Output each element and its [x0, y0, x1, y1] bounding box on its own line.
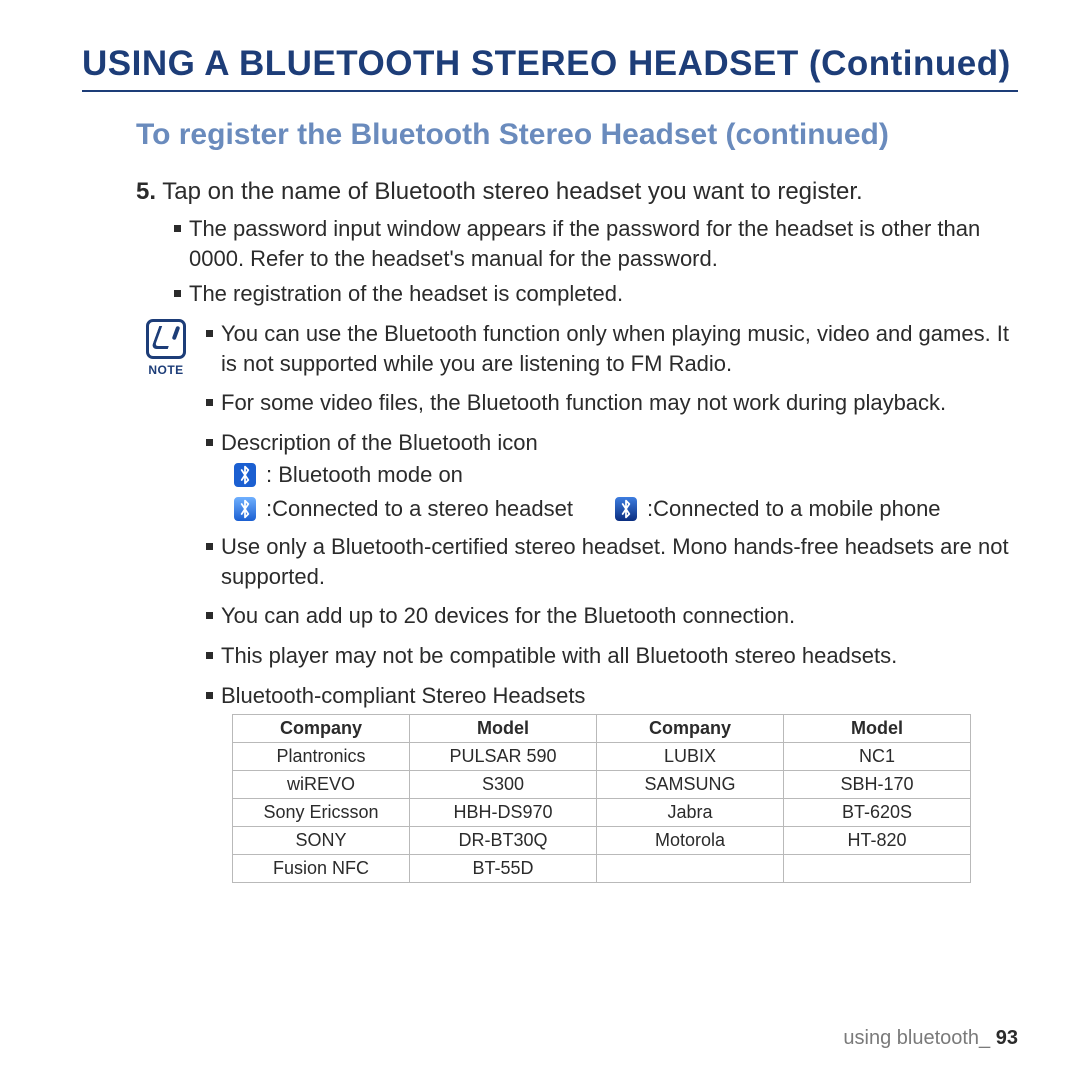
step-number: 5.	[136, 178, 156, 205]
table-cell: SONY	[233, 827, 410, 855]
page-title: USING A BLUETOOTH STEREO HEADSET (Contin…	[82, 44, 1018, 84]
step-sub-list: The password input window appears if the…	[174, 214, 1018, 309]
table-cell: PULSAR 590	[410, 743, 597, 771]
table-row: Sony EricssonHBH-DS970JabraBT-620S	[233, 799, 971, 827]
list-item: Use only a Bluetooth-certified stereo he…	[206, 532, 1018, 591]
bullet-icon	[206, 543, 213, 550]
table-cell: S300	[410, 771, 597, 799]
bullet-icon	[206, 612, 213, 619]
table-cell: HBH-DS970	[410, 799, 597, 827]
footer-section: using bluetooth_	[843, 1027, 990, 1049]
table-cell: Plantronics	[233, 743, 410, 771]
bluetooth-on-icon	[234, 463, 256, 487]
list-item: For some video files, the Bluetooth func…	[206, 388, 1018, 418]
list-text: This player may not be compatible with a…	[221, 641, 897, 671]
table-cell: LUBIX	[597, 743, 784, 771]
bullet-icon	[206, 692, 213, 699]
list-text: Use only a Bluetooth-certified stereo he…	[221, 532, 1018, 591]
table-cell: NC1	[784, 743, 971, 771]
note-label: NOTE	[148, 363, 183, 377]
table-row: Fusion NFCBT-55D	[233, 855, 971, 883]
note-list: You can use the Bluetooth function only …	[206, 319, 1018, 883]
list-text: For some video files, the Bluetooth func…	[221, 388, 946, 418]
list-item: You can add up to 20 devices for the Blu…	[206, 601, 1018, 631]
table-cell: BT-55D	[410, 855, 597, 883]
table-body: PlantronicsPULSAR 590LUBIXNC1wiREVOS300S…	[233, 743, 971, 883]
bt-icon-line-1: : Bluetooth mode on	[234, 462, 1018, 488]
table-cell: Jabra	[597, 799, 784, 827]
table-cell: Sony Ericsson	[233, 799, 410, 827]
table-cell	[597, 855, 784, 883]
bullet-icon	[206, 439, 213, 446]
list-item: Description of the Bluetooth icon	[206, 428, 1018, 458]
footer-page-number: 93	[996, 1027, 1018, 1049]
list-text: You can use the Bluetooth function only …	[221, 319, 1018, 378]
table-cell: SAMSUNG	[597, 771, 784, 799]
heading-rule	[82, 90, 1018, 92]
table-cell: SBH-170	[784, 771, 971, 799]
note-block: NOTE You can use the Bluetooth function …	[144, 319, 1018, 883]
list-item: This player may not be compatible with a…	[206, 641, 1018, 671]
list-text: You can add up to 20 devices for the Blu…	[221, 601, 795, 631]
bullet-icon	[206, 399, 213, 406]
table-header-row: Company Model Company Model	[233, 715, 971, 743]
bullet-icon	[174, 225, 181, 232]
table-cell: Fusion NFC	[233, 855, 410, 883]
list-item: You can use the Bluetooth function only …	[206, 319, 1018, 378]
col-header: Company	[233, 715, 410, 743]
table-cell: DR-BT30Q	[410, 827, 597, 855]
bullet-icon	[206, 652, 213, 659]
col-header: Model	[784, 715, 971, 743]
bluetooth-stereo-icon	[234, 497, 256, 521]
col-header: Model	[410, 715, 597, 743]
list-text: The password input window appears if the…	[189, 214, 1018, 273]
col-header: Company	[597, 715, 784, 743]
list-item: The registration of the headset is compl…	[174, 279, 1018, 309]
list-text: The registration of the headset is compl…	[189, 279, 623, 309]
bt-icon-line-2: :Connected to a stereo headset :Connecte…	[234, 496, 1018, 522]
table-cell	[784, 855, 971, 883]
list-item: The password input window appears if the…	[174, 214, 1018, 273]
table-row: SONYDR-BT30QMotorolaHT-820	[233, 827, 971, 855]
note-icon-column: NOTE	[144, 319, 188, 377]
section-title: To register the Bluetooth Stereo Headset…	[136, 118, 1018, 152]
note-icon	[146, 319, 186, 359]
table-cell: BT-620S	[784, 799, 971, 827]
step-5: 5. Tap on the name of Bluetooth stereo h…	[136, 178, 1018, 206]
step-text: Tap on the name of Bluetooth stereo head…	[162, 178, 862, 205]
table-cell: Motorola	[597, 827, 784, 855]
table-row: wiREVOS300SAMSUNGSBH-170	[233, 771, 971, 799]
page-footer: using bluetooth_ 93	[843, 1027, 1018, 1050]
bt-icon-desc: :Connected to a mobile phone	[647, 496, 941, 522]
list-text: Description of the Bluetooth icon	[221, 428, 538, 458]
table-cell: HT-820	[784, 827, 971, 855]
bullet-icon	[174, 290, 181, 297]
compat-headsets-table: Company Model Company Model PlantronicsP…	[232, 714, 971, 883]
bluetooth-mobile-icon	[615, 497, 637, 521]
table-row: PlantronicsPULSAR 590LUBIXNC1	[233, 743, 971, 771]
bullet-icon	[206, 330, 213, 337]
manual-page: USING A BLUETOOTH STEREO HEADSET (Contin…	[0, 0, 1080, 1080]
table-cell: wiREVO	[233, 771, 410, 799]
bt-icon-desc: : Bluetooth mode on	[266, 462, 463, 488]
list-item: Bluetooth-compliant Stereo Headsets	[206, 681, 1018, 711]
bt-icon-desc: :Connected to a stereo headset	[266, 496, 573, 522]
list-text: Bluetooth-compliant Stereo Headsets	[221, 681, 585, 711]
